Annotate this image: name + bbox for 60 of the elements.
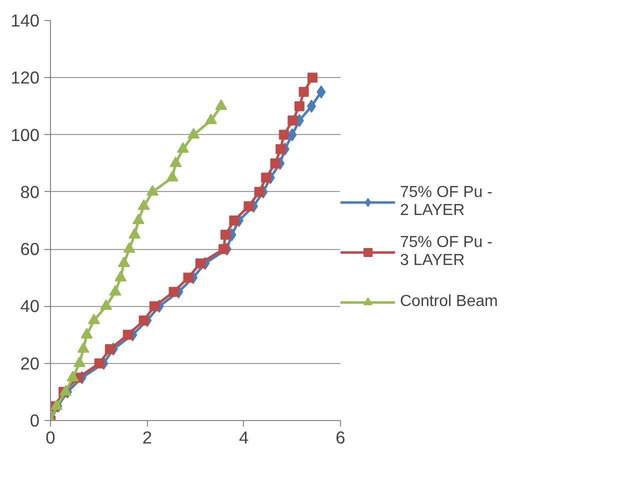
legend-label: Control Beam [400,292,498,312]
point [138,316,149,326]
point [188,128,200,138]
point [59,385,72,396]
point [123,242,136,253]
point [80,328,93,338]
point [276,144,286,154]
point [254,186,264,197]
point [176,142,189,153]
point [100,299,112,310]
point [316,85,326,98]
point [294,101,304,112]
point [122,330,133,340]
point [220,230,230,240]
point [146,185,158,196]
point [261,172,272,183]
point [118,256,130,268]
point [66,370,79,382]
y-tick-label: 20 [20,353,40,374]
x-tick-label: 6 [336,428,346,448]
point [149,301,160,312]
legend-label: 75% OF Pu - 3 LAYER [400,234,492,270]
point [204,114,217,124]
x-tick-label: 0 [46,428,56,448]
point [94,358,104,368]
point [104,344,115,354]
point [229,216,240,226]
y-tick-label: 40 [20,296,40,316]
y-tick-label: 80 [20,182,40,202]
point [138,199,150,210]
point [270,158,280,168]
y-tick-label: 60 [20,239,40,260]
x-tick-label: 4 [239,428,250,448]
point [307,72,318,83]
point [74,356,86,368]
point [218,244,229,254]
point [298,86,309,97]
point [77,342,90,353]
point [288,116,298,126]
y-tick-label: 140 [10,10,40,30]
point [109,285,122,296]
point [128,228,141,238]
y-tick-label: 0 [30,410,40,430]
x-tick-label: 2 [142,428,152,448]
y-tick-label: 120 [10,68,40,88]
point [114,270,127,282]
point [132,214,144,224]
point [244,201,254,212]
legend-label: 75% OF Pu - 2 LAYER [400,184,492,220]
point [215,99,228,110]
point [288,128,297,142]
y-tick-label: 100 [10,124,40,145]
point [168,286,179,297]
point [170,156,182,168]
point [195,258,206,268]
point [88,314,100,324]
point [278,130,289,140]
point [183,272,194,283]
point [166,170,178,182]
point [50,399,63,410]
